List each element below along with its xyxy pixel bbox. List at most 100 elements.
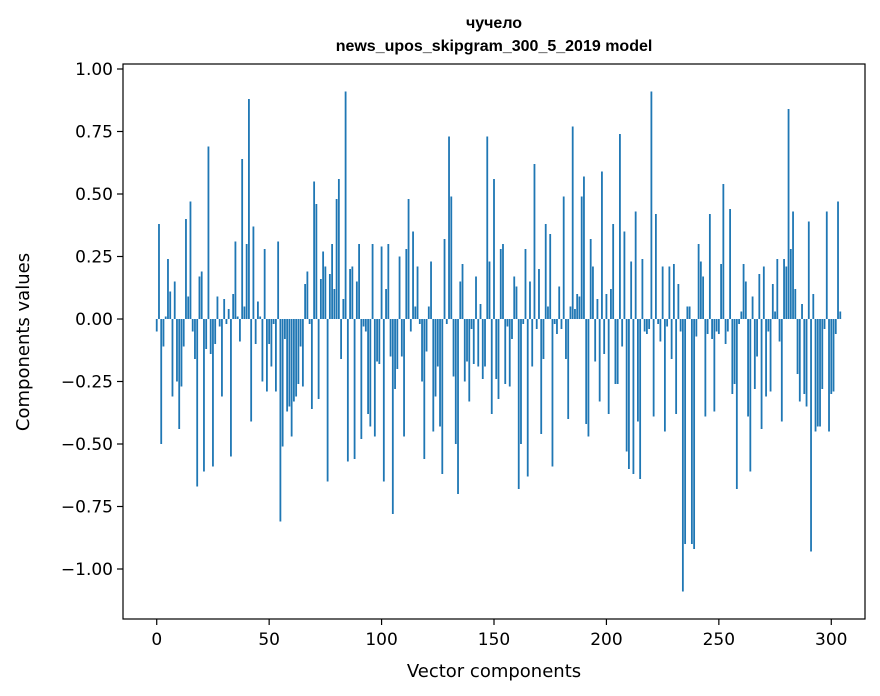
bar	[738, 319, 740, 324]
bar	[504, 319, 507, 384]
bar	[376, 319, 378, 362]
bar	[277, 241, 280, 319]
bar	[837, 201, 839, 319]
bar	[488, 261, 491, 319]
bar	[387, 244, 390, 319]
bar	[441, 319, 444, 474]
bar	[562, 196, 565, 319]
bar	[547, 306, 549, 319]
bar	[227, 309, 230, 319]
bar	[203, 319, 205, 472]
bar	[200, 271, 203, 319]
y-tick-label: 1.00	[75, 60, 113, 80]
bar	[194, 319, 196, 359]
bar	[450, 196, 453, 319]
bar	[780, 319, 783, 422]
bar	[470, 319, 473, 329]
bar	[457, 319, 459, 494]
bar	[310, 319, 313, 409]
bar	[158, 224, 160, 319]
bar	[556, 319, 558, 334]
bar	[326, 319, 329, 482]
bar	[686, 306, 689, 319]
bar	[182, 319, 185, 347]
bar	[511, 319, 513, 339]
bar	[688, 306, 691, 319]
bar	[679, 319, 682, 332]
bar	[540, 319, 543, 434]
bar	[747, 319, 749, 417]
bar	[729, 209, 731, 319]
bar	[328, 274, 331, 319]
bar	[538, 269, 540, 319]
bar	[283, 319, 286, 339]
y-tick-label: −1.00	[61, 560, 113, 580]
bar	[495, 319, 498, 379]
bar	[704, 319, 707, 417]
bar	[245, 244, 248, 319]
bar	[196, 319, 199, 487]
bar	[762, 266, 765, 319]
bar	[558, 286, 561, 319]
bar	[490, 319, 493, 414]
bar	[706, 319, 709, 334]
bar	[484, 319, 486, 367]
bar	[751, 296, 754, 319]
bar	[589, 239, 592, 319]
bar	[578, 296, 581, 319]
bar	[466, 319, 468, 362]
bar	[702, 276, 705, 319]
bar	[693, 319, 696, 549]
bar	[398, 256, 401, 319]
bar	[585, 319, 588, 424]
bar	[315, 204, 318, 319]
bar	[472, 319, 475, 364]
bar	[722, 184, 725, 319]
bar	[367, 319, 369, 414]
bar	[380, 246, 383, 319]
y-tick-label: −0.25	[61, 373, 113, 393]
bar	[681, 319, 684, 592]
chart-title-line-1: чучело	[466, 15, 522, 32]
bar	[263, 249, 266, 319]
bar	[290, 319, 293, 437]
bar	[724, 319, 727, 344]
bar	[668, 266, 671, 319]
bar	[493, 179, 495, 319]
bar	[160, 319, 163, 444]
bar-series	[155, 91, 842, 592]
bar	[324, 266, 327, 319]
bar	[765, 319, 767, 397]
bar	[236, 316, 239, 319]
bar	[695, 319, 698, 337]
bar	[740, 311, 743, 319]
bar	[816, 319, 819, 427]
bar	[639, 319, 642, 479]
bar	[643, 319, 646, 332]
bar	[616, 319, 619, 384]
bar	[216, 296, 219, 319]
bar	[299, 319, 302, 347]
bar	[828, 319, 830, 432]
bar	[513, 276, 516, 319]
bar	[306, 271, 309, 319]
bar	[733, 319, 736, 384]
bar	[760, 319, 763, 429]
bar	[832, 319, 835, 392]
bar	[389, 319, 392, 357]
bar	[416, 266, 419, 319]
bar	[560, 319, 563, 329]
bar	[731, 319, 734, 394]
bar	[207, 146, 210, 319]
bar	[360, 319, 363, 439]
bar	[567, 319, 570, 419]
bar	[198, 276, 201, 319]
bar	[418, 319, 421, 324]
bar	[243, 306, 246, 319]
bar	[796, 319, 799, 374]
bar	[234, 241, 237, 319]
bar	[445, 319, 448, 324]
bar	[396, 319, 399, 369]
bar	[425, 319, 428, 352]
bar	[529, 281, 531, 319]
